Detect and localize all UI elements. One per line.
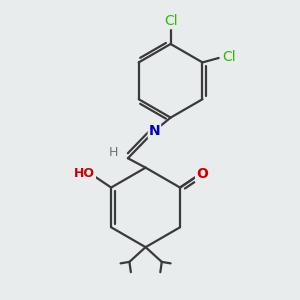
Text: O: O (196, 167, 208, 181)
Text: Cl: Cl (222, 50, 236, 64)
Text: N: N (148, 124, 160, 138)
Text: HO: HO (74, 167, 95, 180)
Text: Cl: Cl (164, 14, 177, 28)
Text: H: H (109, 146, 119, 159)
